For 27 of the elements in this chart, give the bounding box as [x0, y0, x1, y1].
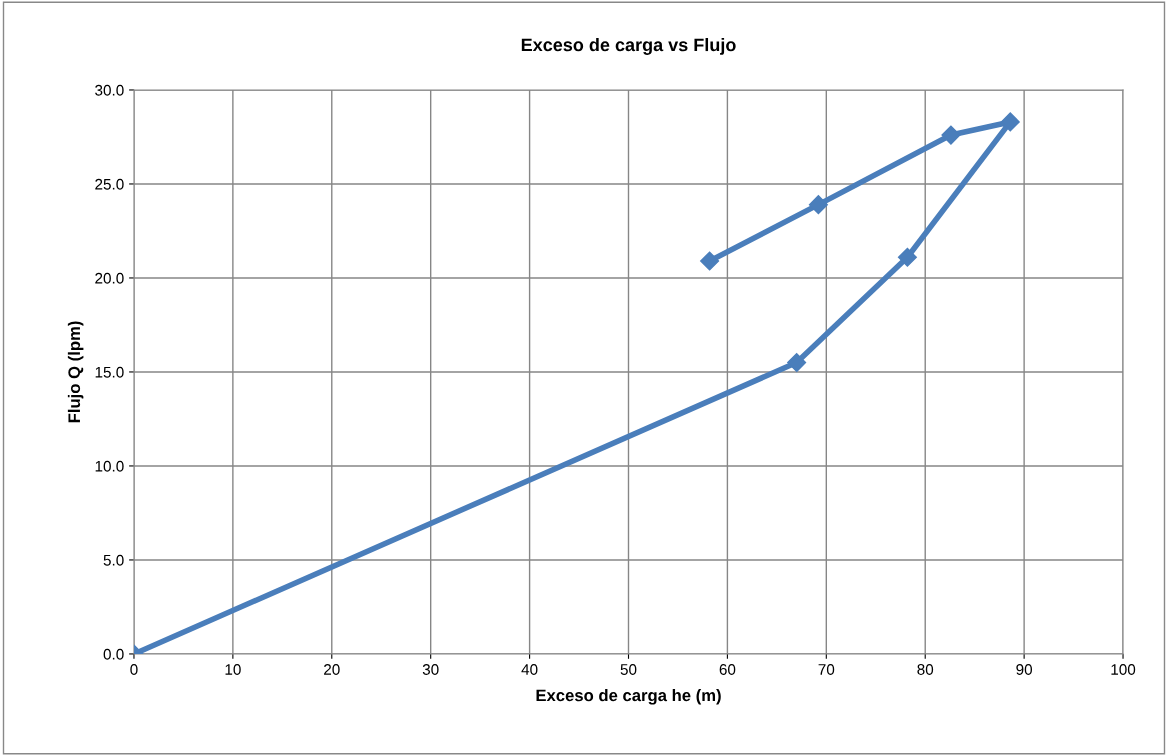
chart-title: Exceso de carga vs Flujo — [521, 37, 736, 55]
y-tick-label: 5.0 — [103, 554, 124, 566]
x-tick-label: 100 — [1111, 664, 1136, 675]
x-tick-label: 70 — [818, 664, 835, 675]
point — [700, 251, 720, 271]
x-axis-title: Exceso de carga he (m) — [536, 689, 721, 705]
x-tick-label: 40 — [521, 664, 538, 675]
point — [897, 247, 917, 267]
y-axis-title: Flujo Q (lpm) — [67, 321, 84, 423]
point — [1000, 112, 1020, 132]
x-tick-label: 50 — [620, 664, 637, 675]
x-tick-label: 90 — [1016, 664, 1033, 675]
y-tick-label: 0.0 — [103, 648, 124, 660]
x-tick-label: 0 — [130, 664, 138, 675]
point — [808, 195, 828, 215]
y-tick-label: 10.0 — [95, 460, 124, 472]
y-tick-label: 15.0 — [95, 366, 124, 378]
y-tick-label: 30.0 — [95, 84, 124, 96]
x-tick-label: 80 — [917, 664, 934, 675]
x-tick-label: 10 — [225, 664, 241, 675]
x-tick-label: 20 — [324, 664, 340, 675]
point — [787, 353, 807, 373]
x-tick-label: 60 — [719, 664, 736, 675]
point — [941, 125, 961, 145]
x-tick-label: 30 — [422, 664, 439, 675]
y-tick-label: 20.0 — [95, 272, 124, 284]
y-tick-label: 25.0 — [95, 178, 124, 190]
